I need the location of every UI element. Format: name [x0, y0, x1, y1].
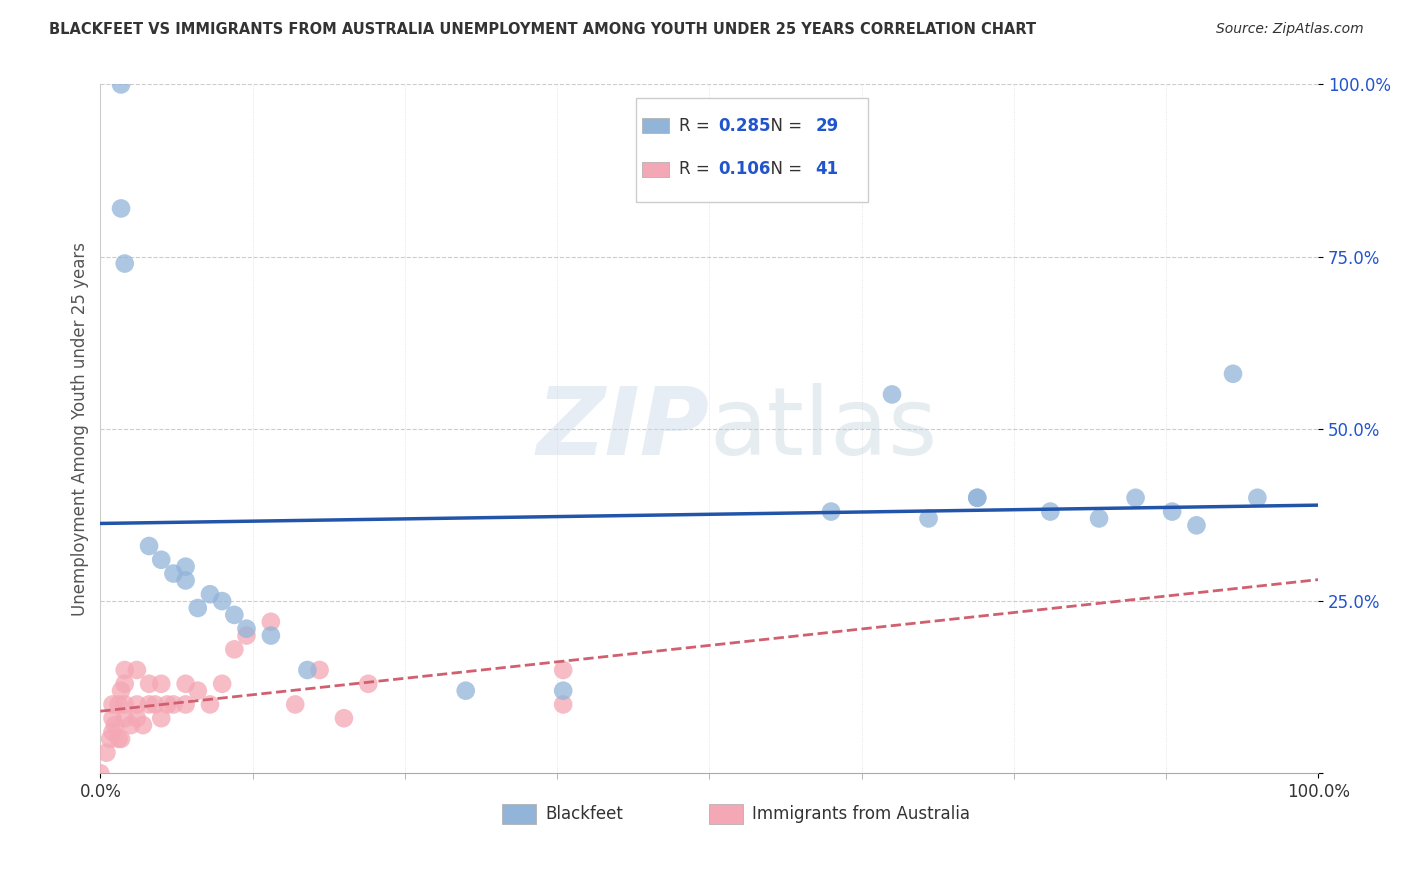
Point — [132, 718, 155, 732]
Point — [125, 711, 148, 725]
Text: R =: R = — [679, 117, 714, 135]
Point — [110, 202, 132, 216]
Text: 0.285: 0.285 — [718, 117, 770, 135]
Point — [110, 78, 132, 92]
Point — [174, 574, 197, 588]
Text: Blackfeet: Blackfeet — [546, 805, 623, 823]
Point — [174, 559, 197, 574]
Point — [174, 698, 197, 712]
Text: ZIP: ZIP — [537, 383, 709, 475]
FancyBboxPatch shape — [637, 98, 868, 202]
Point — [187, 683, 209, 698]
Bar — [502, 805, 536, 823]
Point — [114, 663, 136, 677]
Point — [187, 601, 209, 615]
Bar — [643, 119, 669, 133]
Point — [174, 677, 197, 691]
Text: N =: N = — [761, 161, 808, 178]
Point — [1185, 518, 1208, 533]
Point — [297, 663, 319, 677]
Point — [820, 504, 842, 518]
Point — [107, 698, 129, 712]
Point — [150, 711, 173, 725]
Point — [211, 594, 233, 608]
Point — [98, 731, 121, 746]
Point — [138, 539, 160, 553]
Point — [198, 587, 221, 601]
Point — [96, 746, 118, 760]
Point — [1161, 504, 1184, 518]
Point — [89, 766, 111, 780]
Point — [917, 511, 939, 525]
Point — [235, 629, 257, 643]
Point — [101, 725, 124, 739]
Bar — [643, 161, 669, 177]
Point — [224, 642, 246, 657]
Point — [138, 698, 160, 712]
Point — [101, 711, 124, 725]
Point — [104, 718, 127, 732]
Point — [150, 553, 173, 567]
Point — [107, 731, 129, 746]
Point — [1088, 511, 1111, 525]
Point — [880, 387, 903, 401]
Text: 29: 29 — [815, 117, 838, 135]
Point — [966, 491, 988, 505]
Point — [235, 622, 257, 636]
Point — [224, 607, 246, 622]
Point — [966, 491, 988, 505]
Point — [553, 683, 575, 698]
Text: Source: ZipAtlas.com: Source: ZipAtlas.com — [1216, 22, 1364, 37]
Text: Immigrants from Australia: Immigrants from Australia — [752, 805, 970, 823]
Point — [284, 698, 307, 712]
Point — [150, 677, 173, 691]
Point — [110, 683, 132, 698]
Point — [114, 677, 136, 691]
Point — [1125, 491, 1147, 505]
Point — [260, 629, 283, 643]
Text: BLACKFEET VS IMMIGRANTS FROM AUSTRALIA UNEMPLOYMENT AMONG YOUTH UNDER 25 YEARS C: BLACKFEET VS IMMIGRANTS FROM AUSTRALIA U… — [49, 22, 1036, 37]
Point — [211, 677, 233, 691]
Point — [454, 683, 477, 698]
Text: atlas: atlas — [709, 383, 938, 475]
Text: 41: 41 — [815, 161, 838, 178]
Point — [1222, 367, 1244, 381]
Point — [101, 698, 124, 712]
Point — [125, 698, 148, 712]
Point — [114, 256, 136, 270]
Point — [162, 566, 184, 581]
Point — [143, 698, 166, 712]
Point — [357, 677, 380, 691]
Point — [114, 711, 136, 725]
Point — [333, 711, 356, 725]
Point — [553, 698, 575, 712]
Point — [114, 698, 136, 712]
Point — [120, 718, 142, 732]
Point — [1246, 491, 1268, 505]
Point — [260, 615, 283, 629]
Point — [125, 663, 148, 677]
Point — [1039, 504, 1062, 518]
Point — [156, 698, 179, 712]
Y-axis label: Unemployment Among Youth under 25 years: Unemployment Among Youth under 25 years — [72, 242, 89, 615]
Point — [198, 698, 221, 712]
Point — [138, 677, 160, 691]
Point — [553, 663, 575, 677]
Text: R =: R = — [679, 161, 714, 178]
Text: N =: N = — [761, 117, 808, 135]
Point — [308, 663, 330, 677]
Bar — [709, 805, 744, 823]
Text: 0.106: 0.106 — [718, 161, 770, 178]
Point — [110, 731, 132, 746]
Point — [162, 698, 184, 712]
